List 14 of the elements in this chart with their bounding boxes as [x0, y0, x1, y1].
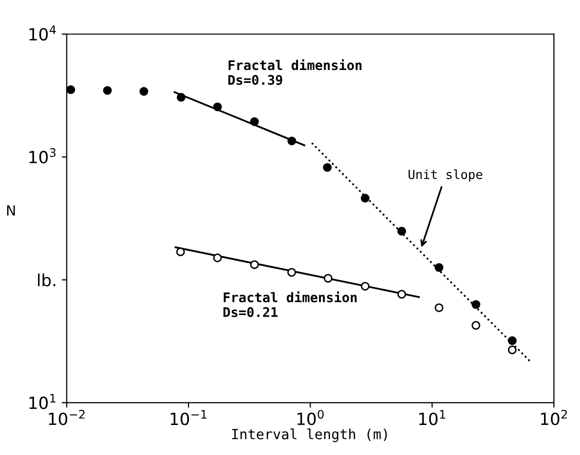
annotation: Fractal dimension Ds=0.39 — [228, 59, 362, 85]
x-tick-label: 10$^{0}$ — [297, 410, 324, 426]
y-tick-label: 10$^{3}$ — [29, 148, 56, 164]
y-axis-title: N — [7, 205, 15, 216]
x-axis-title: Interval length (m) — [232, 428, 387, 442]
y-tick-label: lb. — [38, 273, 56, 286]
annotation: Unit slope — [408, 169, 482, 182]
x-tick-label: 10$^{2}$ — [541, 410, 567, 426]
x-tick-label: 10$^{−2}$ — [48, 410, 85, 426]
y-tick-label: 10$^{1}$ — [29, 394, 56, 410]
x-tick-label: 10$^{−1}$ — [170, 410, 206, 426]
x-tick-label: 10$^{1}$ — [419, 410, 446, 426]
annotation: Fractal dimension Ds=0.21 — [223, 291, 357, 318]
y-tick-label: 10$^{4}$ — [29, 25, 56, 41]
